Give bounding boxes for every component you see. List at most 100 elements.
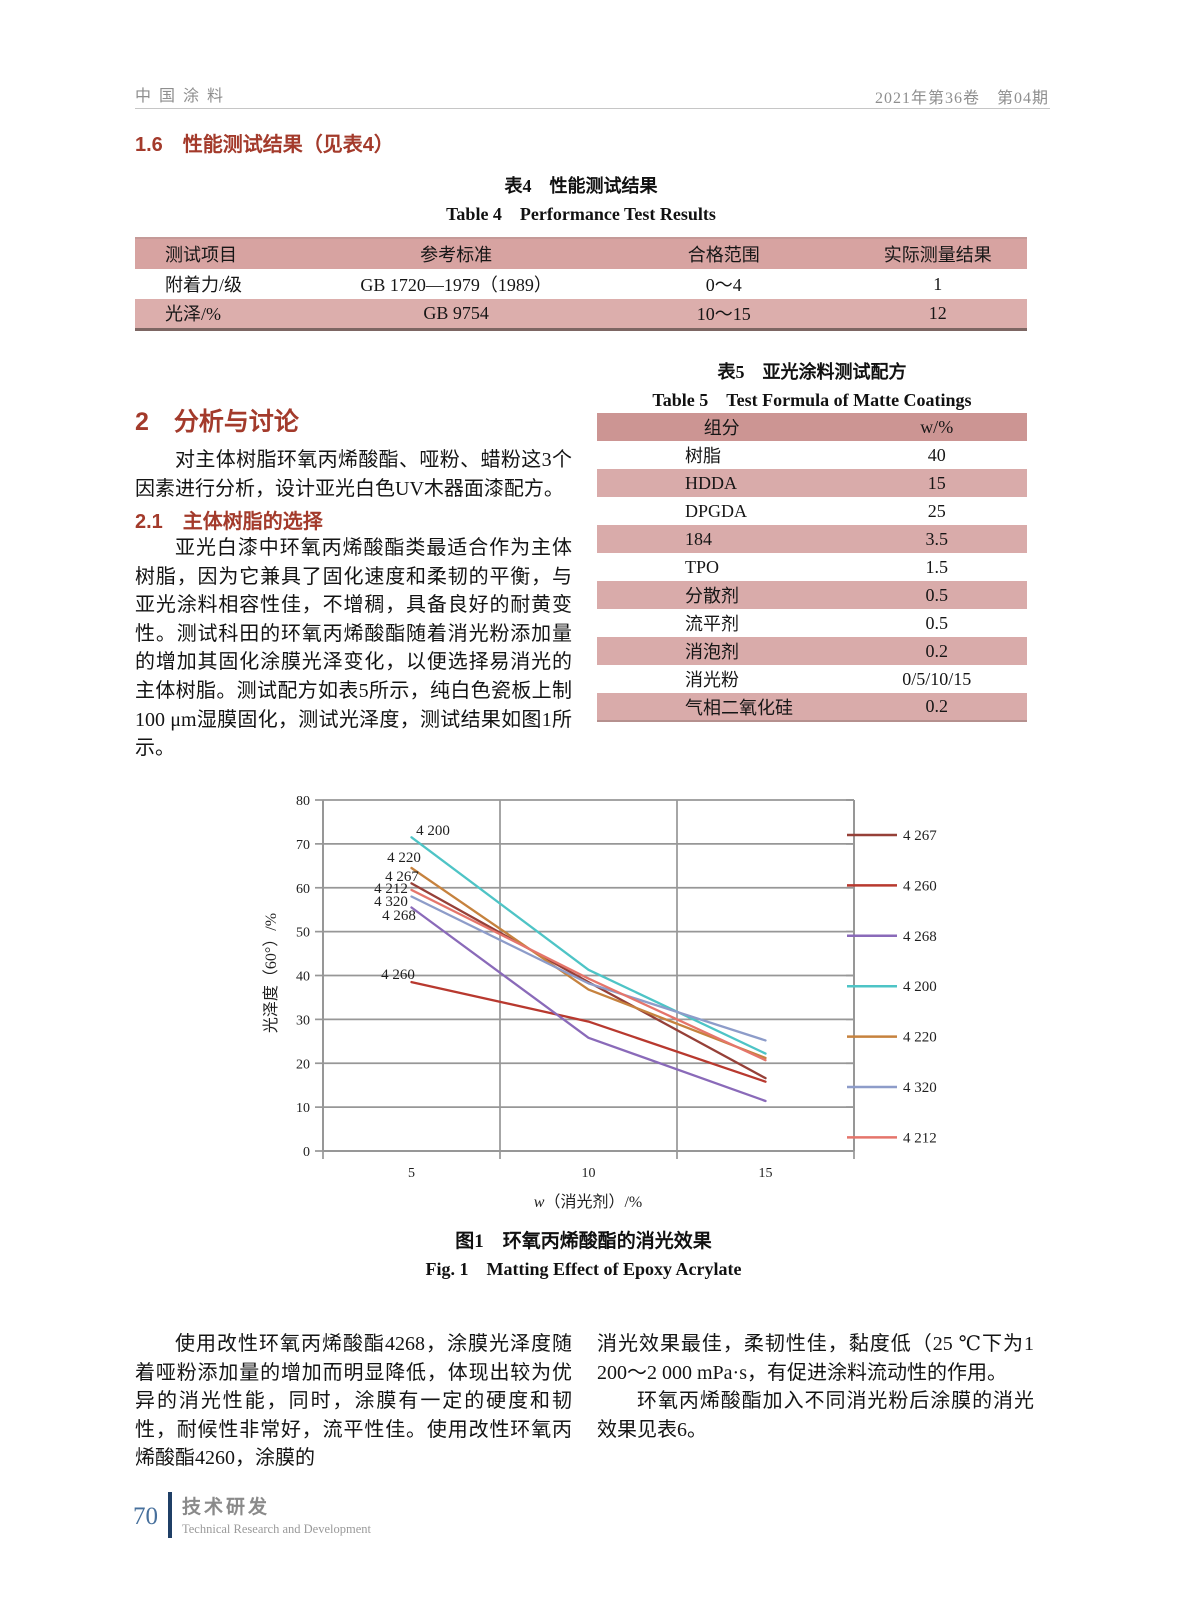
table-cell: 0.5 [925,584,948,605]
legend-label-4-267: 4 267 [903,828,937,844]
table4-title-cn: 表4 性能测试结果 [504,176,658,196]
table-cell: DPGDA [685,500,748,521]
table-cell: 0/5/10/15 [902,668,972,689]
table-header-cell: 参考标准 [420,245,493,265]
table5: 组分 w/% 树脂 40 HDDA 15 DPGDA 25 184 3.5 TPO 1.5 分散剂 0.5… [597,413,1027,722]
chart-y-tick-label: 60 [296,882,310,897]
table4: 测试项目 参考标准 合格范围 实际测量结果附着力/级 GB 1720—1979（1989… [135,237,1027,331]
table-cell: GB 1720—1979（1989） [360,275,552,295]
chart-y-tick-label: 70 [296,838,310,853]
chart-series-label-4-267: 4 267 [385,869,419,885]
chart-x-axis-title: w（消光剂）/% [534,1193,642,1211]
table-cell: TPO [685,556,720,577]
table-cell: 0.2 [925,640,948,661]
table-header-cell: w/% [920,416,954,437]
chart-series-line-4-320 [410,895,767,1042]
table-cell: 15 [927,472,946,493]
table-header-row: 测试项目 参考标准 合格范围 实际测量结果 [135,238,1027,269]
legend-label-4-200: 4 200 [903,979,937,995]
table-row: 光泽/% GB 9754 10～15 12 [135,299,1027,329]
legend-label-4-320: 4 320 [903,1080,937,1096]
chart-series-label-4-200: 4 200 [416,823,450,839]
table-cell: 1 [933,273,943,294]
table-cell: 流平剂 [685,614,739,634]
chart-series-line-4-220 [410,866,767,1060]
table5-title-cn: 表5 亚光涂料测试配方 [717,362,907,382]
bottom-left-paragraph: 使用改性环氧丙烯酸酯4268，涂膜光泽度随着哑粉添加量的增加而明显降低，体现出较… [135,1333,572,1470]
chart-x-tick-label: 5 [408,1166,415,1181]
table-cell: 12 [928,302,947,323]
chart-y-tick-label: 30 [296,1013,310,1028]
table-row: DPGDA 25 [597,497,1027,525]
chart-y-tick-label: 0 [303,1145,310,1160]
legend-label-4-212: 4 212 [903,1130,937,1146]
table-header-row: 组分 w/% [597,413,1027,441]
section-2-1-heading: 2.1 主体树脂的选择 [135,511,323,533]
footer-bar [168,1492,172,1538]
table-row: 分散剂 0.5 [597,581,1027,609]
table5-title-en: Table 5 Test Formula of Matte Coatings [652,390,972,410]
table-row: 消光粉 0/5/10/15 [597,665,1027,693]
section-1-6-heading: 1.6 性能测试结果（见表4） [135,134,394,156]
table-cell: 184 [685,528,712,549]
table-row: 树脂 40 [597,441,1027,469]
chart-series-label-4-268: 4 268 [382,908,416,924]
table-row: TPO 1.5 [597,553,1027,581]
chart-y-tick-label: 40 [296,970,310,985]
bottom-right-paragraph-2: 环氧丙烯酸酯加入不同消光粉后涂膜的消光效果见表6。 [597,1390,1034,1441]
section-2-paragraph: 对主体树脂环氧丙烯酸酯、哑粉、蜡粉这3个因素进行分析，设计亚光白色UV木器面漆配… [135,449,572,500]
footer: 70 技术研发 Technical Research and Developme… [133,1492,371,1538]
table-row: 184 3.5 [597,525,1027,553]
footer-column-cn: 技术研发 [182,1497,271,1518]
journal-name: 中国涂料 [135,88,232,105]
footer-column-en: Technical Research and Development [182,1522,371,1536]
figure1-caption-en: Fig. 1 Matting Effect of Epoxy Acrylate [425,1259,742,1279]
table-row: HDDA 15 [597,469,1027,497]
table-cell: 树脂 [685,446,721,466]
table-cell: 附着力/级 [165,275,243,295]
table-cell: 分散剂 [685,586,739,606]
chart-y-tick-label: 10 [296,1101,310,1116]
legend-label-4-260: 4 260 [903,878,937,894]
legend-label-4-268: 4 268 [903,929,937,945]
table-cell: 25 [927,500,946,521]
footer-column: 技术研发 Technical Research and Development [182,1492,371,1537]
chart-series-line-4-267 [410,882,767,1080]
chart-y-tick-label: 80 [296,794,310,809]
chart-x-tick-label: 15 [759,1166,773,1181]
header-rule [135,108,1050,109]
chart-y-tick-label: 50 [296,926,310,941]
legend-label-4-220: 4 220 [903,1030,937,1046]
table-cell: 消泡剂 [685,642,739,662]
chart-series-label-4-212: 4 212 [374,881,408,897]
table-cell: 0.2 [925,696,948,716]
chart-series-line-4-200 [410,836,767,1055]
section-2-1-paragraph: 亚光白漆中环氧丙烯酸酯类最适合作为主体树脂，因为它兼具了固化速度和柔韧的平衡，与… [135,537,572,760]
chart-series-label-4-320: 4 320 [374,894,408,910]
figure1-chart: 0 10 20 30 40 50 60 70 80 5 10 15 4 267 4 260 4 268 4 2… [262,794,937,1211]
chart-y-axis-title: 光泽度（60°）/% [262,913,280,1033]
table-cell: 气相二氧化硅 [685,697,793,718]
bottom-right-paragraph-1: 消光效果最佳，柔韧性佳，黏度低（25 ℃下为1 200～2 000 mPa·s，… [597,1333,1034,1384]
table-header-cell: 合格范围 [687,245,760,265]
table-cell: 40 [927,444,946,465]
table-cell: 光泽/% [165,304,221,325]
chart-x-tick-label: 10 [582,1166,596,1181]
figure1-caption-cn: 图1 环氧丙烯酸酯的消光效果 [455,1231,712,1252]
chart-series-line-4-212 [410,888,767,1062]
table-row: 气相二氧化硅 0.2 [597,693,1027,721]
issue-info: 2021年第36卷 第04期 [874,90,1049,107]
chart-y-tick-label: 20 [296,1057,310,1072]
table-header-cell: 组分 [703,418,740,438]
table-row: 消泡剂 0.2 [597,637,1027,665]
table-cell: 1.5 [925,556,948,577]
table-header-cell: 测试项目 [165,245,237,265]
table-cell: HDDA [685,472,737,493]
table-cell: 消光粉 [685,670,739,690]
chart-series-line-4-260 [410,980,767,1083]
table-cell: 3.5 [925,528,948,549]
table-cell: 10～15 [696,304,751,325]
table-header-cell: 实际测量结果 [883,245,992,265]
chart-series-label-4-220: 4 220 [387,850,421,866]
